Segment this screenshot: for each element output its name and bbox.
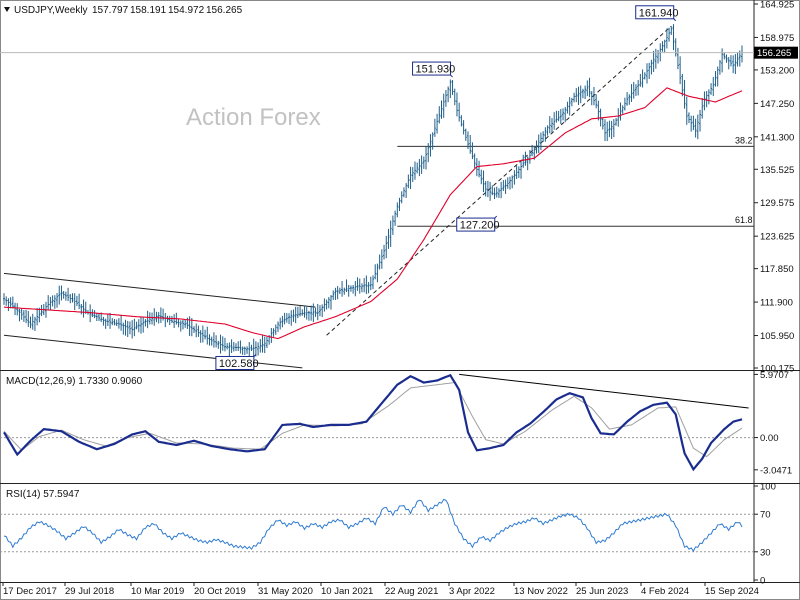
price-callout-box [215,355,255,370]
price-callout-box [635,5,675,20]
price-pane: Action Forex 38.2 61.8 102.580 151.930 127.… [0,0,798,375]
rising-trendline [326,25,672,336]
price-callout-label: 151.930 [416,64,456,76]
price-tick-label: 135.525 [760,165,794,176]
price-callout-box [456,217,496,232]
rsi-tick-label: 0 [760,576,765,587]
price-callout-label: 127.200 [460,220,500,232]
price-tick-label: 158.975 [760,33,794,44]
moving-average-line [3,87,743,340]
time-tick-label: 29 Jul 2018 [65,586,114,597]
macd-pane: MACD(12,26,9) 1.7330 0.9060 5.9707 0.00 -3… [0,370,792,476]
chart-header: USDJPY,Weekly 157.797 158.191 154.972 15… [4,5,243,16]
time-tick-label: 31 May 2020 [258,586,313,597]
price-callout-leader [450,74,453,78]
moving-average-series [3,87,743,340]
dropdown-triangle-icon[interactable] [4,7,10,12]
high-value: 158.191 [130,5,167,16]
watermark: Action Forex [186,104,321,131]
price-tick-label: 164.925 [760,0,794,11]
price-callout-box [412,61,452,76]
macd-trendline [459,373,749,409]
time-tick-label: 10 Jan 2021 [321,586,373,597]
rsi-series [3,498,743,552]
price-tick-label: 123.625 [760,232,794,243]
macd-tick-label: 5.9707 [760,370,789,381]
price-callout-leader [253,354,257,357]
time-tick-label: 22 Aug 2021 [385,586,438,597]
macd-title: MACD(12,26,9) 1.7330 0.9060 [6,376,143,387]
price-tick-label: 111.900 [760,298,793,309]
rsi-tick-label: 30 [760,547,771,558]
time-tick-label: 13 Nov 2022 [514,586,568,597]
price-tick-label: 117.850 [760,264,794,275]
low-value: 154.972 [168,5,205,16]
price-callout-label: 102.580 [219,358,259,370]
close-value: 156.265 [206,5,243,16]
price-tick-label: 129.575 [760,198,794,209]
price-tick-label: 141.300 [760,132,794,143]
price-callout-leader [494,215,498,219]
fib-level-label: 61.8 [735,215,753,225]
price-callout-label: 161.940 [639,7,679,19]
time-tick-label: 20 Oct 2019 [194,586,246,597]
open-value: 157.797 [92,5,129,16]
channel-upper-line [3,272,316,308]
current-price-box [754,46,798,59]
time-tick-label: 15 Sep 2024 [705,586,759,597]
time-axis: 17 Dec 2017 29 Jul 2018 10 Mar 2019 20 Oct … [2,582,759,597]
time-tick-label: 4 Feb 2024 [641,586,689,597]
price-tick-label: 147.250 [760,99,794,110]
rsi-pane: RSI(14) 57.5947 100 70 30 0 [0,482,776,587]
macd-tick-label: 0.00 [760,433,779,444]
symbol-label: USDJPY,Weekly [14,5,88,16]
price-callout-leader [673,18,677,22]
macd-main-line [3,373,743,472]
price-tick-label: 105.950 [760,331,794,342]
rsi-tick-label: 100 [760,482,776,493]
price-tick-label: 100.175 [760,364,794,375]
current-price-label: 156.265 [757,48,791,59]
rsi-line [3,498,743,552]
time-tick-label: 10 Mar 2019 [131,586,184,597]
time-tick-label: 3 Apr 2022 [449,586,495,597]
time-tick-label: 17 Dec 2017 [3,586,57,597]
macd-tick-label: -3.0471 [760,465,792,476]
rsi-tick-label: 70 [760,510,771,521]
fib-level-label: 38.2 [735,135,753,145]
candlestick-series [3,24,743,359]
price-tick-label: 153.200 [760,65,794,76]
rsi-title: RSI(14) 57.5947 [6,489,80,500]
macd-main-series [3,373,743,472]
time-tick-label: 25 Jun 2023 [576,586,628,597]
